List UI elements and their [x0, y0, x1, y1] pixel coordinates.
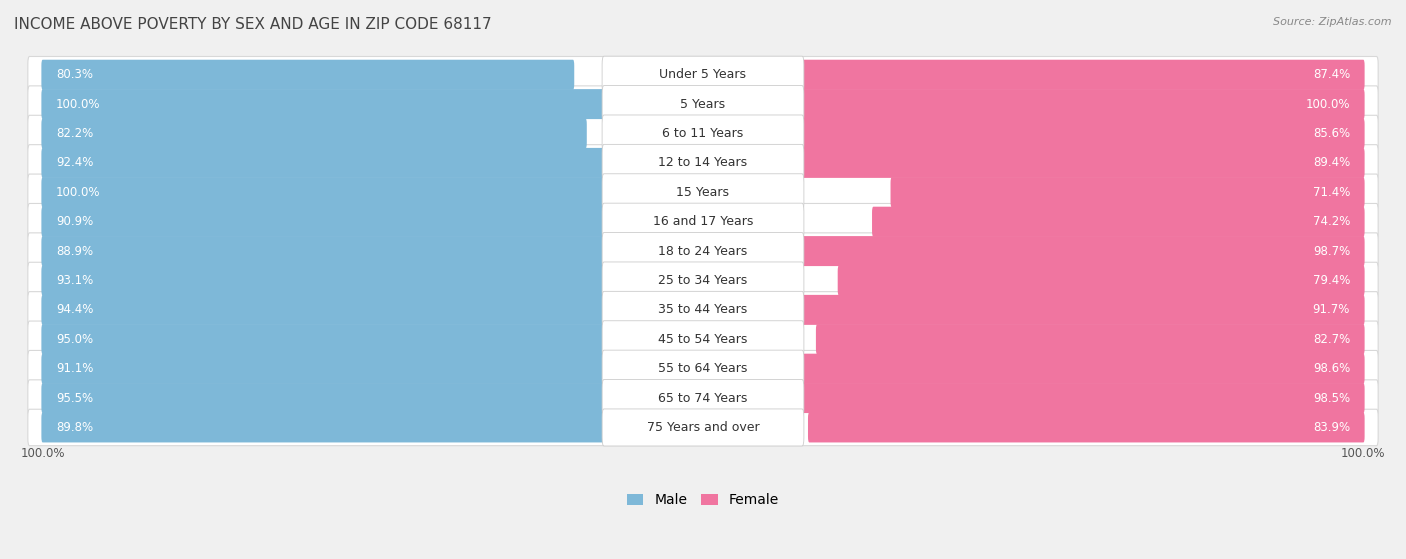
FancyBboxPatch shape: [602, 350, 804, 387]
Text: 92.4%: 92.4%: [56, 157, 93, 169]
FancyBboxPatch shape: [815, 324, 1365, 354]
Text: 95.0%: 95.0%: [56, 333, 93, 346]
Text: 45 to 54 Years: 45 to 54 Years: [658, 333, 748, 346]
FancyBboxPatch shape: [28, 115, 1378, 151]
FancyBboxPatch shape: [41, 119, 586, 149]
Text: 16 and 17 Years: 16 and 17 Years: [652, 215, 754, 228]
FancyBboxPatch shape: [602, 115, 804, 152]
Text: 35 to 44 Years: 35 to 44 Years: [658, 304, 748, 316]
FancyBboxPatch shape: [41, 89, 704, 119]
Text: 55 to 64 Years: 55 to 64 Years: [658, 362, 748, 375]
FancyBboxPatch shape: [602, 409, 804, 446]
FancyBboxPatch shape: [41, 295, 668, 325]
FancyBboxPatch shape: [41, 148, 654, 178]
FancyBboxPatch shape: [28, 292, 1378, 328]
Text: 12 to 14 Years: 12 to 14 Years: [658, 157, 748, 169]
Text: 74.2%: 74.2%: [1313, 215, 1350, 228]
FancyBboxPatch shape: [711, 383, 1365, 413]
Text: Source: ZipAtlas.com: Source: ZipAtlas.com: [1274, 17, 1392, 27]
Text: 25 to 34 Years: 25 to 34 Years: [658, 274, 748, 287]
FancyBboxPatch shape: [772, 148, 1365, 178]
Text: 87.4%: 87.4%: [1313, 68, 1350, 81]
FancyBboxPatch shape: [41, 266, 659, 296]
FancyBboxPatch shape: [890, 177, 1365, 207]
FancyBboxPatch shape: [785, 60, 1365, 89]
FancyBboxPatch shape: [28, 174, 1378, 211]
Text: 98.7%: 98.7%: [1313, 245, 1350, 258]
FancyBboxPatch shape: [602, 380, 804, 416]
Text: 91.1%: 91.1%: [56, 362, 93, 375]
FancyBboxPatch shape: [41, 324, 671, 354]
Text: 100.0%: 100.0%: [56, 186, 100, 199]
FancyBboxPatch shape: [602, 262, 804, 299]
Text: 94.4%: 94.4%: [56, 304, 93, 316]
Text: 79.4%: 79.4%: [1313, 274, 1350, 287]
Text: 95.5%: 95.5%: [56, 391, 93, 405]
Text: Under 5 Years: Under 5 Years: [659, 68, 747, 81]
FancyBboxPatch shape: [711, 354, 1365, 383]
Text: 100.0%: 100.0%: [21, 447, 65, 461]
FancyBboxPatch shape: [602, 291, 804, 328]
Text: 88.9%: 88.9%: [56, 245, 93, 258]
FancyBboxPatch shape: [41, 60, 574, 89]
FancyBboxPatch shape: [41, 413, 637, 443]
Text: 18 to 24 Years: 18 to 24 Years: [658, 245, 748, 258]
FancyBboxPatch shape: [28, 233, 1378, 269]
FancyBboxPatch shape: [838, 266, 1365, 296]
Text: 91.7%: 91.7%: [1313, 304, 1350, 316]
FancyBboxPatch shape: [28, 56, 1378, 93]
Text: 98.5%: 98.5%: [1313, 391, 1350, 405]
Text: 100.0%: 100.0%: [1306, 98, 1350, 111]
Text: 15 Years: 15 Years: [676, 186, 730, 199]
FancyBboxPatch shape: [602, 321, 804, 358]
FancyBboxPatch shape: [702, 89, 1365, 119]
FancyBboxPatch shape: [602, 144, 804, 182]
FancyBboxPatch shape: [28, 203, 1378, 240]
FancyBboxPatch shape: [41, 354, 645, 383]
Text: 93.1%: 93.1%: [56, 274, 93, 287]
FancyBboxPatch shape: [28, 350, 1378, 387]
Text: 82.7%: 82.7%: [1313, 333, 1350, 346]
FancyBboxPatch shape: [797, 119, 1365, 149]
FancyBboxPatch shape: [28, 380, 1378, 416]
FancyBboxPatch shape: [41, 177, 704, 207]
FancyBboxPatch shape: [28, 86, 1378, 122]
FancyBboxPatch shape: [28, 262, 1378, 299]
Text: 100.0%: 100.0%: [56, 98, 100, 111]
Text: 5 Years: 5 Years: [681, 98, 725, 111]
FancyBboxPatch shape: [28, 321, 1378, 358]
Text: INCOME ABOVE POVERTY BY SEX AND AGE IN ZIP CODE 68117: INCOME ABOVE POVERTY BY SEX AND AGE IN Z…: [14, 17, 492, 32]
FancyBboxPatch shape: [710, 236, 1365, 266]
FancyBboxPatch shape: [41, 207, 644, 236]
FancyBboxPatch shape: [41, 383, 675, 413]
FancyBboxPatch shape: [28, 145, 1378, 181]
Text: 98.6%: 98.6%: [1313, 362, 1350, 375]
Text: 82.2%: 82.2%: [56, 127, 93, 140]
Text: 83.9%: 83.9%: [1313, 421, 1350, 434]
Text: 6 to 11 Years: 6 to 11 Years: [662, 127, 744, 140]
Text: 71.4%: 71.4%: [1313, 186, 1350, 199]
FancyBboxPatch shape: [41, 236, 631, 266]
Text: 85.6%: 85.6%: [1313, 127, 1350, 140]
FancyBboxPatch shape: [28, 409, 1378, 446]
Text: 89.8%: 89.8%: [56, 421, 93, 434]
FancyBboxPatch shape: [808, 413, 1365, 443]
Text: 89.4%: 89.4%: [1313, 157, 1350, 169]
Text: 90.9%: 90.9%: [56, 215, 93, 228]
FancyBboxPatch shape: [602, 203, 804, 240]
FancyBboxPatch shape: [602, 56, 804, 93]
Legend: Male, Female: Male, Female: [621, 488, 785, 513]
FancyBboxPatch shape: [602, 174, 804, 211]
FancyBboxPatch shape: [602, 86, 804, 122]
FancyBboxPatch shape: [872, 207, 1365, 236]
FancyBboxPatch shape: [602, 233, 804, 269]
FancyBboxPatch shape: [756, 295, 1365, 325]
Text: 80.3%: 80.3%: [56, 68, 93, 81]
Text: 65 to 74 Years: 65 to 74 Years: [658, 391, 748, 405]
Text: 75 Years and over: 75 Years and over: [647, 421, 759, 434]
Text: 100.0%: 100.0%: [1341, 447, 1385, 461]
